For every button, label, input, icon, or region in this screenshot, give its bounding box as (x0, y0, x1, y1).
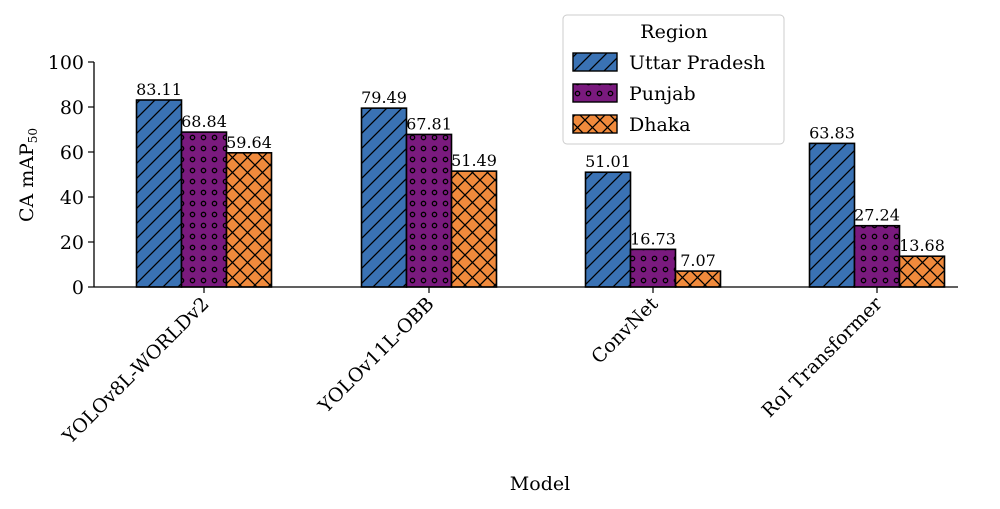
data-label: 16.73 (630, 229, 676, 248)
y-tick-label: 0 (72, 277, 84, 299)
data-label: 83.11 (136, 80, 182, 99)
bar-punjab-3 (853, 224, 901, 288)
x-tick-label: ConvNet (587, 293, 663, 369)
bars-layer (135, 99, 946, 288)
bar-dhaka-0 (225, 152, 273, 288)
y-tick-label: 60 (60, 142, 84, 164)
data-label: 13.68 (899, 236, 945, 255)
x-ticks: YOLOv8L-WORLDv2 YOLOv11L-OBB ConvNet RoI Tr… (58, 287, 887, 449)
y-axis-label-main: CA mAP (16, 143, 38, 222)
data-label: 68.84 (181, 112, 227, 131)
legend-title: Region (640, 21, 707, 43)
x-axis-label: Model (510, 473, 570, 495)
y-ticks: 0 20 40 60 80 100 (48, 52, 94, 299)
data-label: 79.49 (361, 88, 407, 107)
data-labels-layer: 83.11 79.49 51.01 63.83 68.84 67.81 16.73 27.24… (136, 80, 945, 270)
legend-swatch-uttar-pradesh (572, 52, 618, 72)
x-tick-label: RoI Transformer (758, 292, 888, 422)
data-label: 63.83 (809, 123, 855, 142)
y-tick-label: 80 (60, 97, 84, 119)
data-label: 27.24 (854, 206, 900, 225)
legend-label: Uttar Pradesh (629, 52, 765, 74)
bar-dhaka-1 (450, 170, 498, 288)
bar-punjab-0 (180, 131, 228, 288)
data-label: 67.81 (406, 114, 452, 133)
bar-dhaka-2 (674, 270, 722, 288)
bar-uttar-pradesh-3 (808, 142, 856, 288)
bar-uttar-pradesh-1 (360, 107, 408, 288)
data-label: 51.49 (451, 151, 497, 170)
bar-dhaka-3 (898, 255, 946, 288)
bar-uttar-pradesh-2 (584, 171, 632, 288)
bar-uttar-pradesh-0 (135, 99, 183, 288)
x-tick-label: YOLOv8L-WORLDv2 (58, 293, 214, 449)
legend-frame (562, 14, 785, 145)
y-axis-label-subscript: 50 (26, 128, 40, 143)
legend-label: Dhaka (629, 114, 691, 136)
legend: Region Uttar Pradesh Punjab Dhaka (562, 14, 785, 145)
legend-swatch-punjab (572, 83, 618, 103)
bar-punjab-1 (405, 133, 453, 288)
y-axis-label: CA mAP50 (16, 128, 40, 222)
legend-swatch-dhaka (572, 114, 618, 134)
x-tick-label: YOLOv11L-OBB (314, 293, 439, 418)
y-tick-label: 40 (60, 187, 84, 209)
data-label: 51.01 (585, 152, 631, 171)
bar-punjab-2 (629, 248, 677, 288)
legend-label: Punjab (629, 83, 696, 105)
data-label: 59.64 (226, 133, 272, 152)
data-label: 7.07 (680, 251, 716, 270)
y-tick-label: 20 (60, 232, 84, 254)
y-tick-label: 100 (48, 52, 84, 74)
